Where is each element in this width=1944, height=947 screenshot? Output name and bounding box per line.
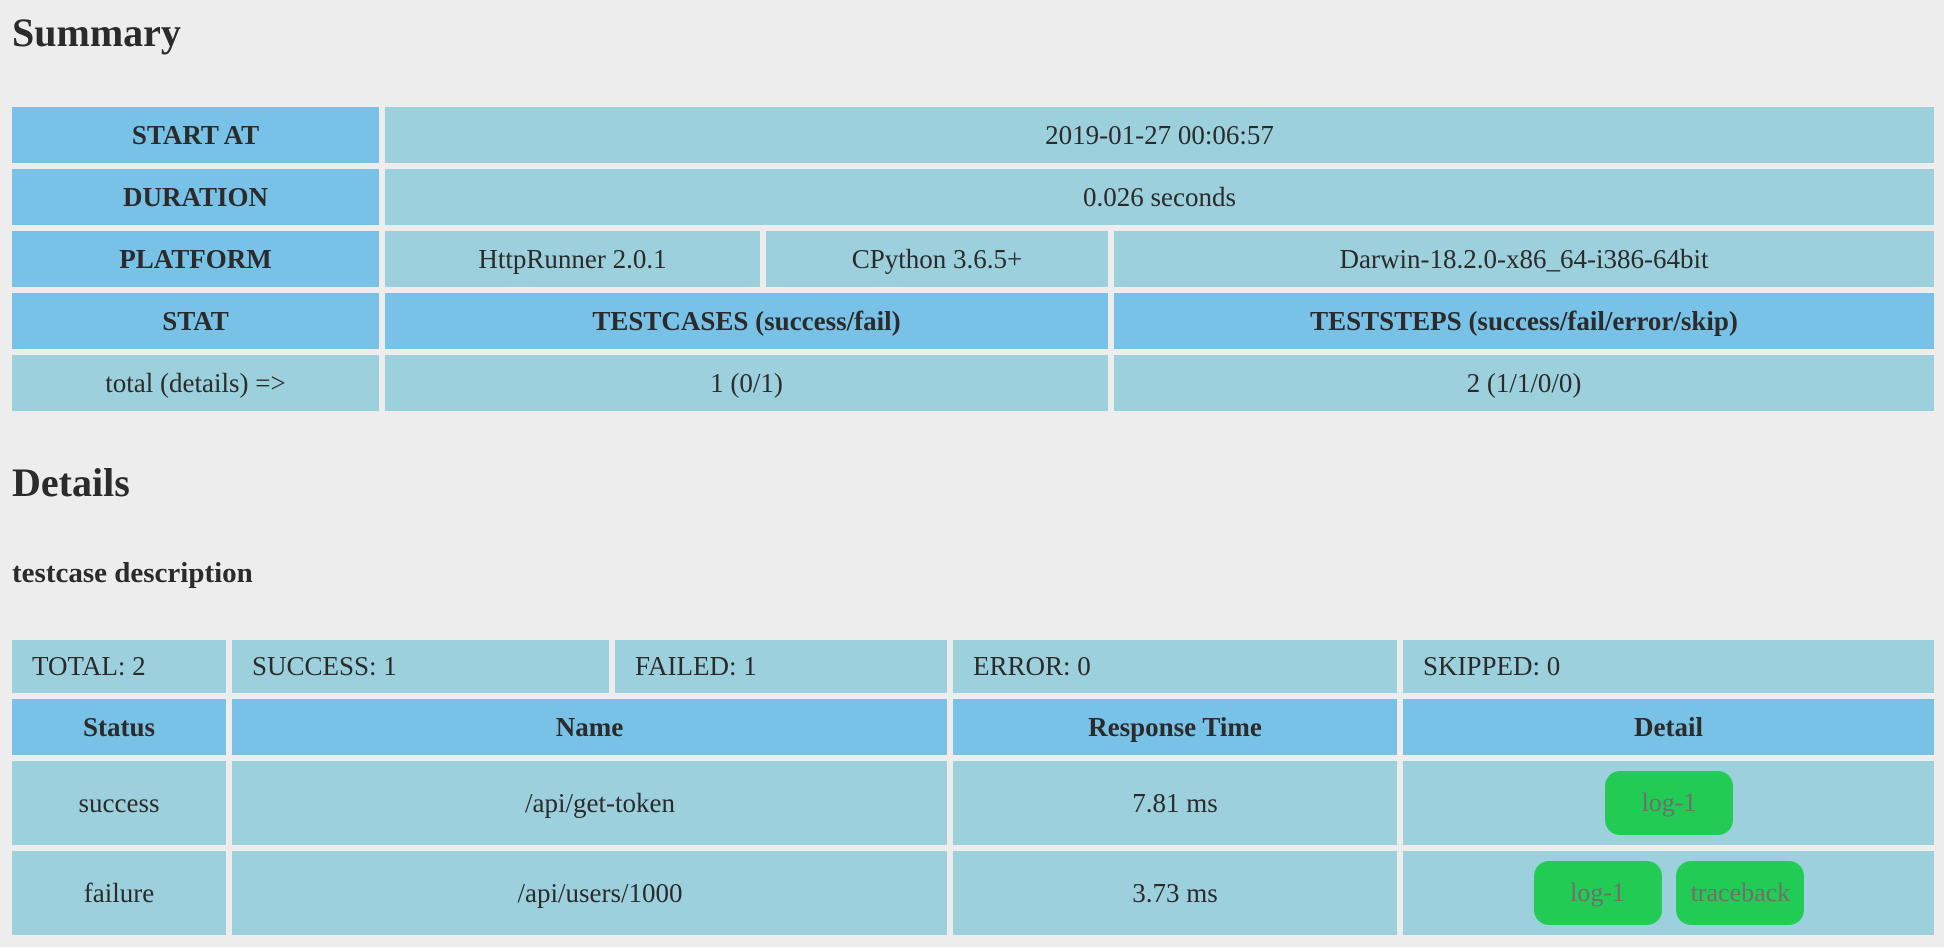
- start-at-label: START AT: [12, 107, 379, 163]
- column-detail: Detail: [1403, 699, 1934, 755]
- platform-os: Darwin-18.2.0-x86_64-i386-64bit: [1114, 231, 1935, 287]
- summary-row-stat: STAT TESTCASES (success/fail) TESTSTEPS …: [12, 293, 1935, 349]
- teststep-name: /api/get-token: [232, 761, 947, 845]
- detail-cell: log-1: [1403, 761, 1934, 845]
- summary-row-total: total (details) => 1 (0/1) 2 (1/1/0/0): [12, 355, 1935, 411]
- response-time-value: 7.81 ms: [953, 761, 1397, 845]
- log-button[interactable]: log-1: [1605, 771, 1733, 835]
- stat-failed: FAILED: 1: [615, 640, 947, 693]
- summary-row-duration: DURATION 0.026 seconds: [12, 169, 1935, 225]
- stat-testcases-header: TESTCASES (success/fail): [385, 293, 1108, 349]
- platform-label: PLATFORM: [12, 231, 379, 287]
- summary-row-platform: PLATFORM HttpRunner 2.0.1 CPython 3.6.5+…: [12, 231, 1935, 287]
- stat-success: SUCCESS: 1: [232, 640, 609, 693]
- traceback-button[interactable]: traceback: [1676, 861, 1805, 925]
- duration-value: 0.026 seconds: [385, 169, 1935, 225]
- stat-total: TOTAL: 2: [12, 640, 226, 693]
- results-header-row: Status Name Response Time Detail: [12, 699, 1934, 755]
- stat-skipped: SKIPPED: 0: [1403, 640, 1934, 693]
- duration-label: DURATION: [12, 169, 379, 225]
- column-response-time: Response Time: [953, 699, 1397, 755]
- start-at-value: 2019-01-27 00:06:57: [385, 107, 1935, 163]
- total-testcases-value: 1 (0/1): [385, 355, 1108, 411]
- summary-title: Summary: [12, 10, 181, 55]
- total-teststeps-value: 2 (1/1/0/0): [1114, 355, 1935, 411]
- column-name: Name: [232, 699, 947, 755]
- log-button[interactable]: log-1: [1533, 861, 1662, 925]
- status-badge: success: [12, 761, 226, 845]
- status-badge: failure: [12, 851, 226, 935]
- platform-httprunner-version: HttpRunner 2.0.1: [385, 231, 760, 287]
- testcase-results-table: TOTAL: 2 SUCCESS: 1 FAILED: 1 ERROR: 0 S…: [6, 634, 1940, 941]
- platform-python-version: CPython 3.6.5+: [766, 231, 1108, 287]
- teststep-name: /api/users/1000: [232, 851, 947, 935]
- stat-error: ERROR: 0: [953, 640, 1397, 693]
- column-status: Status: [12, 699, 226, 755]
- summary-table: START AT 2019-01-27 00:06:57 DURATION 0.…: [6, 101, 1940, 417]
- stat-teststeps-header: TESTSTEPS (success/fail/error/skip): [1114, 293, 1935, 349]
- stat-label: STAT: [12, 293, 379, 349]
- table-row-success: success /api/get-token 7.81 ms log-1: [12, 761, 1934, 845]
- summary-row-start-at: START AT 2019-01-27 00:06:57: [12, 107, 1935, 163]
- response-time-value: 3.73 ms: [953, 851, 1397, 935]
- testcase-stats-row: TOTAL: 2 SUCCESS: 1 FAILED: 1 ERROR: 0 S…: [12, 640, 1934, 693]
- total-label: total (details) =>: [12, 355, 379, 411]
- testcase-description-title: testcase description: [12, 557, 253, 589]
- table-row-failure: failure /api/users/1000 3.73 ms log-1 tr…: [12, 851, 1934, 935]
- detail-cell: log-1 traceback: [1403, 851, 1934, 935]
- details-title: Details: [12, 460, 130, 505]
